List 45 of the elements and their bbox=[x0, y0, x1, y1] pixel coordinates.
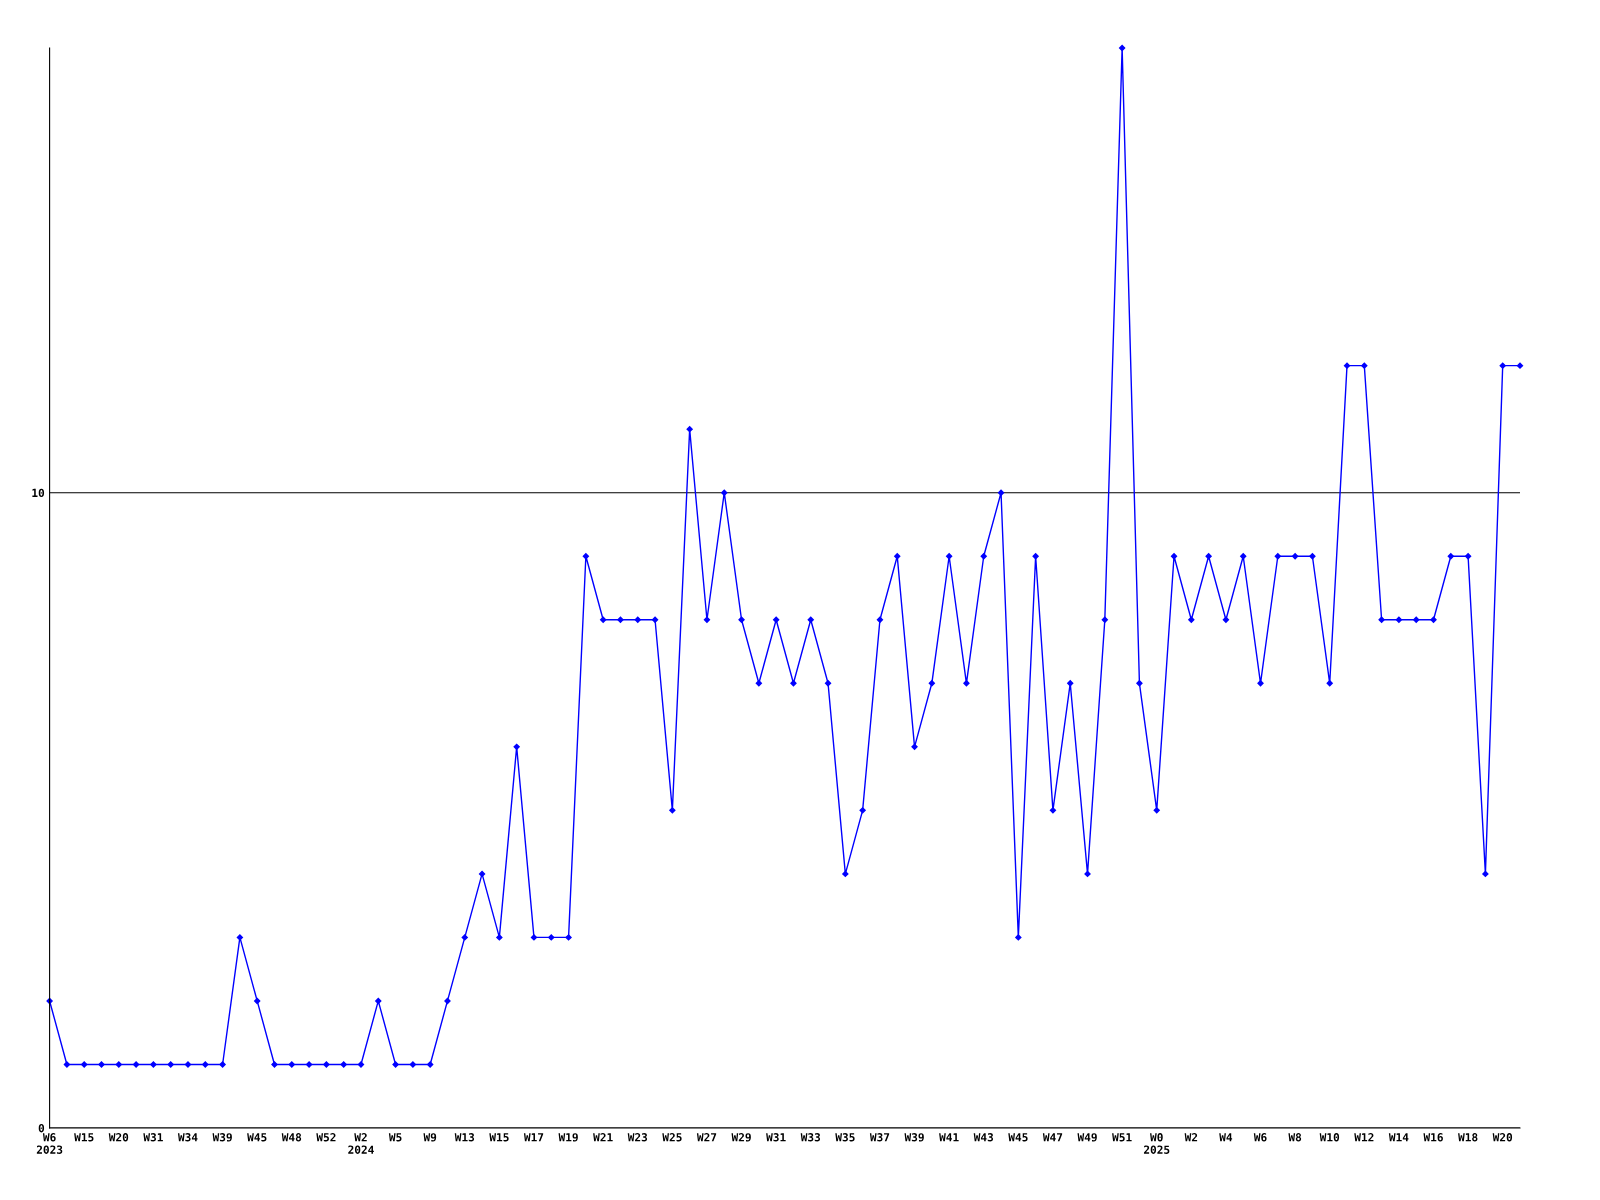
x-tick-label: W13 bbox=[454, 1133, 475, 1142]
x-tick-label: W6 2023 bbox=[36, 1133, 63, 1154]
x-tick-label: W29 bbox=[731, 1133, 751, 1142]
x-tick-label: W52 bbox=[316, 1133, 336, 1142]
x-tick-label: W18 bbox=[1458, 1133, 1478, 1142]
x-tick-label: W35 bbox=[835, 1133, 855, 1142]
x-tick-label: W19 bbox=[558, 1133, 578, 1142]
x-tick-label: W23 bbox=[627, 1133, 648, 1142]
x-tick-label: W45 bbox=[247, 1133, 267, 1142]
x-tick-label: W34 bbox=[177, 1133, 198, 1142]
x-tick-label: W48 bbox=[281, 1133, 302, 1142]
y-tick-label: 0 bbox=[38, 1123, 45, 1133]
x-tick-label: W31 bbox=[143, 1133, 163, 1142]
x-tick-label: W51 bbox=[1112, 1133, 1132, 1142]
x-tick-label: W0 2025 bbox=[1143, 1133, 1170, 1154]
x-tick-label: W20 bbox=[1492, 1133, 1513, 1142]
x-tick-label: W12 bbox=[1354, 1133, 1374, 1142]
x-tick-label: W31 bbox=[766, 1133, 786, 1142]
x-tick-label: W2 2024 bbox=[348, 1133, 374, 1154]
x-tick-label: W43 bbox=[973, 1133, 994, 1142]
x-tick-label: W27 bbox=[696, 1133, 717, 1142]
x-tick-label: W39 bbox=[904, 1133, 924, 1142]
x-tick-label: W25 bbox=[662, 1133, 682, 1142]
x-tick-label: W15 bbox=[74, 1133, 94, 1142]
x-tick-label: W16 bbox=[1423, 1133, 1443, 1142]
x-tick-label: W9 bbox=[423, 1133, 437, 1142]
x-tick-label: W10 bbox=[1319, 1133, 1340, 1142]
x-tick-label: W37 bbox=[869, 1133, 890, 1142]
x-tick-label: W8 bbox=[1288, 1133, 1302, 1142]
x-tick-label: W6 bbox=[1253, 1133, 1267, 1142]
x-tick-label: W20 bbox=[108, 1133, 129, 1142]
x-tick-label: W41 bbox=[939, 1133, 959, 1142]
x-tick-label: W21 bbox=[593, 1133, 613, 1142]
x-tick-label: W14 bbox=[1388, 1133, 1409, 1142]
x-tick-label: W33 bbox=[800, 1133, 821, 1142]
x-tick-label: W49 bbox=[1077, 1133, 1097, 1142]
x-tick-label: W2 bbox=[1184, 1133, 1198, 1142]
x-tick-label: W39 bbox=[212, 1133, 232, 1142]
x-tick-label: W45 bbox=[1008, 1133, 1028, 1142]
y-tick-label: 10 bbox=[32, 488, 45, 498]
x-tick-label: W5 bbox=[388, 1133, 402, 1142]
x-tick-label: W17 bbox=[523, 1133, 544, 1142]
x-tick-label: W47 bbox=[1042, 1133, 1063, 1142]
x-tick-label: W4 bbox=[1219, 1133, 1233, 1142]
x-tick-label: W15 bbox=[489, 1133, 509, 1142]
